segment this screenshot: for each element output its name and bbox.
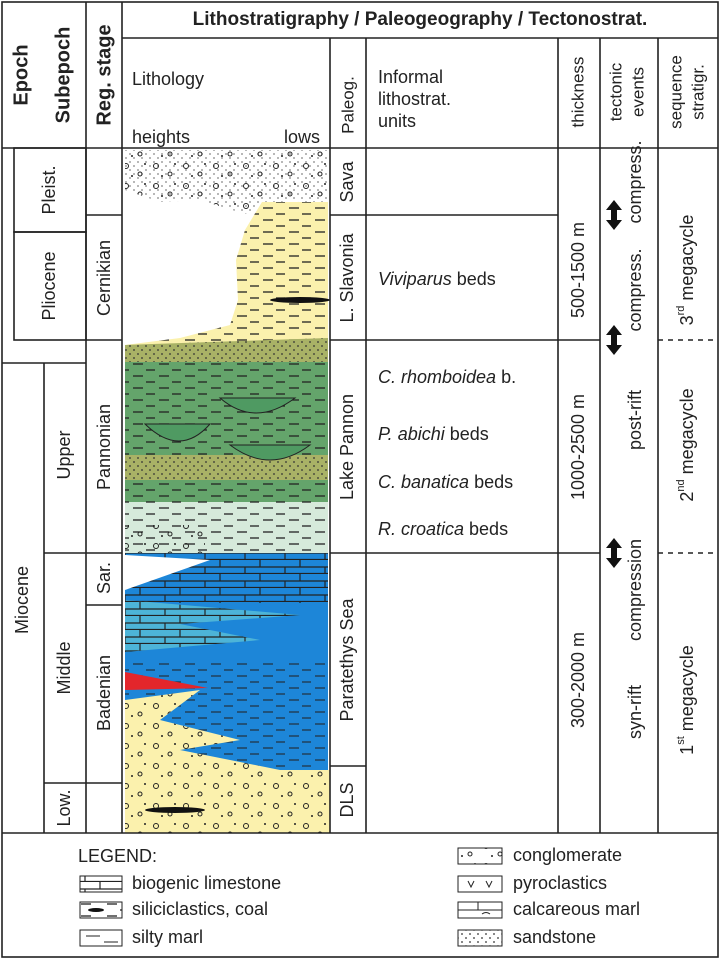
text-part: beds	[457, 269, 496, 289]
shape	[125, 525, 205, 553]
text-part: b.	[501, 367, 516, 387]
stratigraphic-diagram: Lithostratigraphy / Paleogeography / Tec…	[0, 0, 721, 959]
shape	[606, 325, 622, 355]
text-part: C. banatica	[378, 472, 469, 492]
paleogeography: Lake Pannon	[337, 394, 357, 500]
legend-item: calcareous marl	[513, 899, 640, 919]
legend-item: biogenic limestone	[132, 873, 281, 893]
text-part: C. rhomboidea	[378, 367, 496, 387]
stage: Sar.	[94, 562, 114, 594]
text-part: megacycle	[677, 388, 697, 474]
text-part: 2	[677, 492, 697, 502]
tectonic-header: tectonic	[606, 62, 625, 121]
text-part: beds	[469, 519, 508, 539]
epoch: Miocene	[12, 566, 32, 634]
thickness: 500-1500 m	[568, 222, 588, 318]
paleogeography: L. Slavonia	[337, 232, 357, 322]
epoch-header: Epoch	[10, 44, 32, 105]
shape	[270, 297, 330, 303]
paleogeography: Sava	[337, 160, 357, 202]
legend-item: pyroclastics	[513, 873, 607, 893]
tectonic-event: post-rift	[625, 390, 645, 450]
thickness: 300-2000 m	[568, 632, 588, 728]
epoch: Pliocene	[39, 251, 59, 320]
tectonic-event: syn-rift	[625, 685, 645, 739]
tectonic-header: events	[628, 67, 647, 117]
paleogeography: DLS	[337, 782, 357, 817]
shape	[145, 807, 205, 813]
subepoch: Low.	[54, 789, 74, 826]
shape	[606, 200, 622, 568]
paleog-header: Paleog.	[338, 76, 357, 134]
thickness-header: thickness	[568, 57, 587, 128]
shape	[606, 538, 622, 568]
shape	[80, 876, 122, 892]
informal-unit: C. banaticabeds	[378, 472, 513, 492]
text-part: R. croatica	[378, 519, 464, 539]
megacycle: 2nd megacycle	[675, 388, 697, 501]
shape	[125, 455, 328, 480]
stage: Cernikian	[94, 240, 114, 316]
heights-label: heights	[132, 127, 190, 147]
reg-stage-header: Reg. stage	[93, 24, 115, 125]
shape	[606, 200, 622, 230]
lithology-column	[125, 150, 330, 833]
text-part: beds	[474, 472, 513, 492]
shape	[458, 876, 502, 892]
shape	[458, 848, 502, 864]
thickness: 1000-2500 m	[568, 394, 588, 500]
text-part: Viviparus	[378, 269, 452, 289]
text-part: P. abichi	[378, 424, 446, 444]
subepoch: Middle	[54, 641, 74, 694]
tectonic-event: compress.	[625, 140, 645, 223]
text-part: beds	[450, 424, 489, 444]
legend-item: sandstone	[513, 927, 596, 947]
shape	[458, 930, 502, 946]
megacycle: 3rd megacycle	[675, 215, 697, 326]
legend-title: LEGEND:	[78, 846, 157, 866]
legend-item: silty marl	[132, 927, 203, 947]
shape	[125, 202, 328, 345]
lithology-header: Lithology	[132, 69, 204, 89]
paleogeography: Paratethys Sea	[337, 597, 357, 721]
text-part: megacycle	[677, 645, 697, 731]
stage: Pannonian	[94, 404, 114, 490]
text-part: 1	[677, 745, 697, 755]
lows-label: lows	[284, 127, 320, 147]
stage: Badenian	[94, 655, 114, 731]
text-part: rd	[675, 306, 687, 316]
header-title: Lithostratigraphy / Paleogeography / Tec…	[193, 9, 648, 30]
legend-item: conglomerate	[513, 845, 622, 865]
informal-unit: R. croaticabeds	[378, 519, 508, 539]
shape	[125, 362, 328, 455]
megacycle: 1st megacycle	[675, 645, 697, 755]
sequence-header: stratigr.	[688, 64, 707, 120]
informal-header: Informal	[378, 67, 443, 87]
informal-header: lithostrat.	[378, 89, 451, 109]
informal-header: units	[378, 111, 416, 131]
subepoch-header: Subepoch	[52, 27, 74, 124]
tectonic-event: compress.	[625, 248, 645, 331]
tectonic-event: compression	[625, 539, 645, 641]
shape	[125, 480, 328, 502]
sequence-header: sequence	[666, 55, 685, 129]
epoch: Pleist.	[39, 165, 59, 214]
shape	[88, 908, 104, 912]
text-part: nd	[675, 479, 687, 491]
legend-item: siliciclastics, coal	[132, 899, 268, 919]
legend: LEGEND: biogenic limestone siliciclastic…	[78, 845, 640, 947]
shape	[80, 930, 122, 946]
text-part: st	[675, 736, 687, 745]
subepoch: Upper	[54, 430, 74, 479]
text-part: megacycle	[677, 215, 697, 301]
text-part: 3	[677, 315, 697, 325]
